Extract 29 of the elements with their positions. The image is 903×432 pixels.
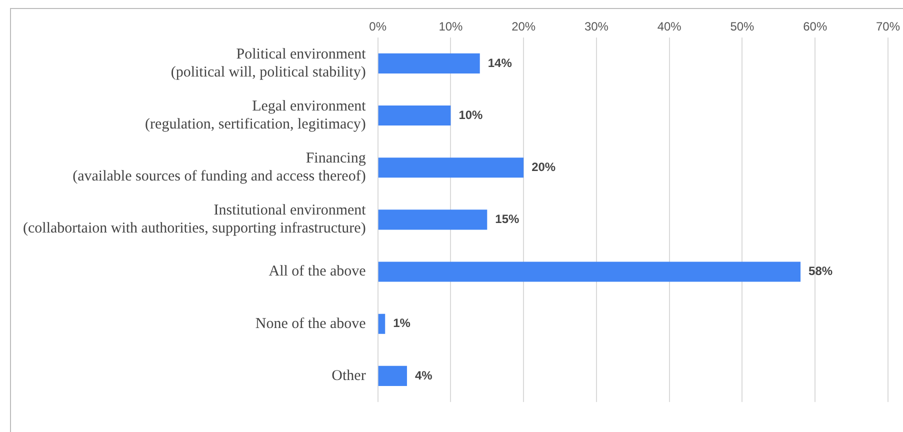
bar — [378, 262, 801, 282]
y-tick-label: Institutional environment (collabortaion with authorities, supporting infrastructure) — [22, 202, 367, 237]
x-tick-label: 20% — [512, 20, 536, 34]
data-label: 14% — [488, 56, 512, 70]
y-tick-label: All of the above — [268, 264, 366, 280]
data-label: 1% — [393, 316, 411, 330]
bar — [378, 210, 488, 230]
data-label: 10% — [458, 108, 484, 122]
bar — [378, 158, 524, 178]
x-tick-label: 0% — [369, 20, 387, 34]
x-tick-label: 40% — [657, 20, 682, 34]
x-tick-label: 30% — [584, 20, 609, 34]
bar — [378, 53, 480, 74]
y-tick-label: Other — [332, 368, 366, 384]
bar — [378, 314, 386, 334]
x-tick-label: 10% — [438, 20, 464, 34]
x-tick-label: 70% — [876, 20, 900, 34]
data-label: 58% — [808, 264, 833, 278]
data-label: 20% — [532, 160, 556, 174]
x-tick-label: 50% — [730, 20, 755, 34]
y-tick-label: Legal environment (regulation, sertification, legitimacy) — [145, 98, 367, 132]
data-label: 15% — [495, 212, 520, 226]
y-tick-label: Political environment (political will, political stability) — [170, 46, 367, 80]
y-tick-label: None of the above — [255, 316, 366, 332]
x-tick-label: 60% — [803, 20, 828, 34]
bar — [378, 366, 407, 386]
bar — [378, 106, 451, 126]
y-tick-label: Financing (available sources of funding and access thereof) — [72, 150, 366, 185]
data-label: 4% — [414, 368, 433, 382]
